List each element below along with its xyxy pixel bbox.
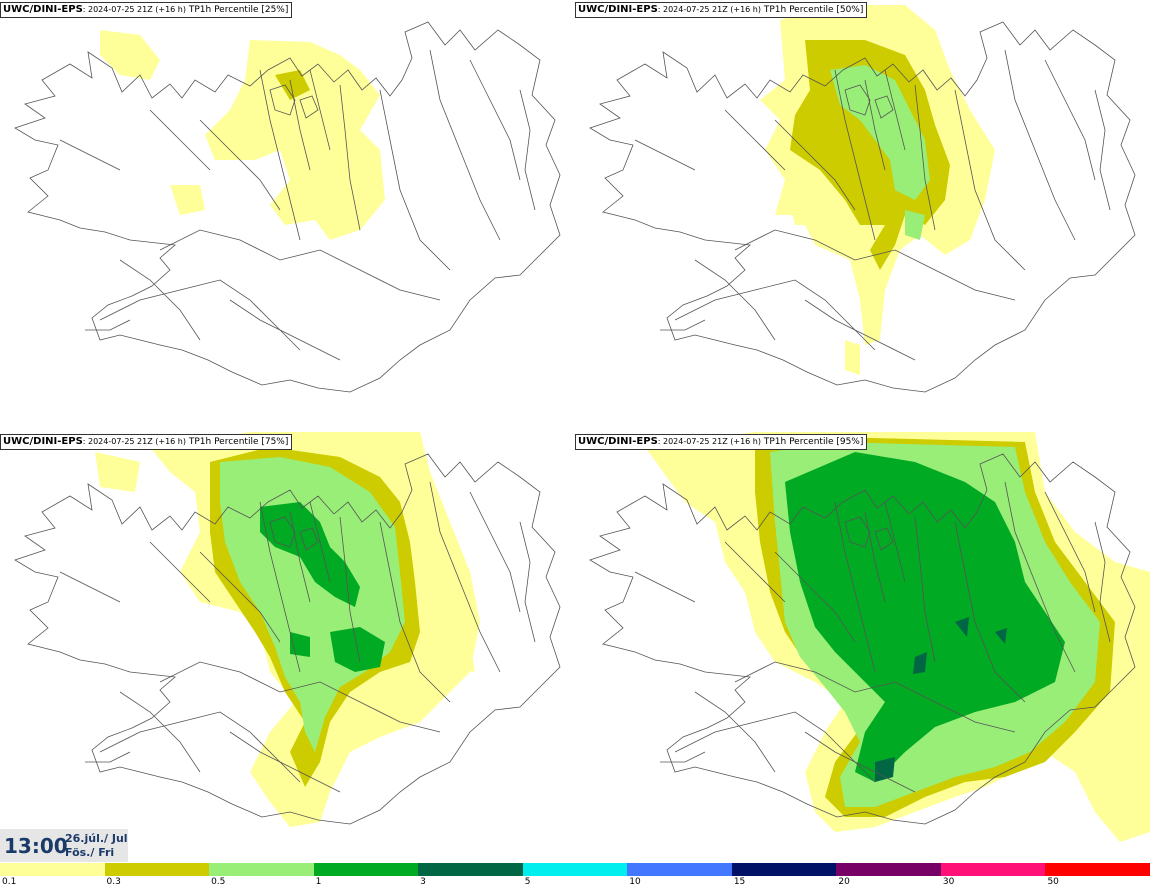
precip-colorbar (0, 863, 1150, 876)
colorbar-segment (940, 863, 1046, 876)
valid-date-line2: Fös./ Fri (65, 846, 115, 859)
model-name: UWC/DINI-EPS (3, 436, 83, 447)
colorbar-segment (313, 863, 419, 876)
run-info: : 2024-07-25 21Z (+16 h) (657, 5, 761, 14)
precip-field-p50 (760, 5, 995, 375)
precip-map-p95 (575, 432, 1150, 842)
colorbar-tick-label: 10 (629, 877, 641, 887)
valid-date: 26.júl./ Jul Fös./ Fri (65, 832, 128, 860)
panel-title: TP1h Percentile [50%] (763, 5, 864, 15)
colorbar-segment (836, 863, 941, 876)
colorbar-tick-label: 30 (942, 877, 955, 887)
colorbar-segment (522, 863, 628, 876)
panel-title: TP1h Percentile [75%] (188, 437, 289, 447)
colorbar-segment (1045, 863, 1150, 876)
map-panel-p75: UWC/DINI-EPS: 2024-07-25 21Z (+16 h) TP1… (0, 432, 575, 862)
map-panel-p25: UWC/DINI-EPS: 2024-07-25 21Z (+16 h) TP1… (0, 0, 575, 430)
colorbar-tick-label: 50 (1047, 877, 1059, 887)
panel-title: TP1h Percentile [95%] (763, 437, 864, 447)
precip-field-p95 (645, 432, 1150, 842)
panel-label-p50: UWC/DINI-EPS: 2024-07-25 21Z (+16 h) TP1… (575, 2, 868, 18)
valid-date-line1: 26.júl./ Jul (65, 832, 128, 845)
valid-time-box: 13:00 26.júl./ Jul Fös./ Fri (0, 829, 128, 862)
precip-field-p75 (95, 432, 480, 827)
panel-label-p95: UWC/DINI-EPS: 2024-07-25 21Z (+16 h) TP1… (575, 434, 868, 450)
precip-map-p75 (0, 432, 575, 827)
run-info: : 2024-07-25 21Z (+16 h) (82, 5, 186, 14)
colorbar-tick-label: 0.3 (106, 877, 121, 887)
map-panel-p95: UWC/DINI-EPS: 2024-07-25 21Z (+16 h) TP1… (575, 432, 1150, 862)
colorbar-tick-label: 15 (733, 877, 746, 887)
model-name: UWC/DINI-EPS (578, 436, 658, 447)
panel-label-p75: UWC/DINI-EPS: 2024-07-25 21Z (+16 h) TP1… (0, 434, 293, 450)
precip-field-p25 (100, 30, 385, 240)
run-info: : 2024-07-25 21Z (+16 h) (657, 437, 761, 446)
colorbar-tick-label: 0.5 (211, 877, 226, 887)
colorbar-segment (627, 863, 732, 876)
valid-hour: 13:00 (4, 834, 68, 858)
colorbar-ticks: 0.1 0.3 0.5 1 3 5 10 15 20 30 50 (0, 877, 1150, 891)
precip-map-p25 (0, 0, 575, 430)
panel-title: TP1h Percentile [25%] (188, 5, 289, 15)
colorbar-tick-label: 1 (315, 877, 322, 887)
model-name: UWC/DINI-EPS (578, 4, 658, 15)
run-info: : 2024-07-25 21Z (+16 h) (82, 437, 186, 446)
colorbar-tick-label: 0.1 (2, 877, 17, 887)
colorbar-segment (209, 863, 314, 876)
colorbar-segment (731, 863, 837, 876)
precip-map-p50 (575, 5, 1150, 430)
colorbar-tick-label: 20 (838, 877, 850, 887)
panel-label-p25: UWC/DINI-EPS: 2024-07-25 21Z (+16 h) TP1… (0, 2, 293, 18)
colorbar-segment (104, 863, 210, 876)
colorbar-segment (0, 863, 105, 876)
map-panel-p50: UWC/DINI-EPS: 2024-07-25 21Z (+16 h) TP1… (575, 0, 1150, 430)
colorbar-tick-label: 3 (420, 877, 426, 887)
model-name: UWC/DINI-EPS (3, 4, 83, 15)
colorbar-tick-label: 5 (524, 877, 531, 887)
colorbar-segment (418, 863, 523, 876)
